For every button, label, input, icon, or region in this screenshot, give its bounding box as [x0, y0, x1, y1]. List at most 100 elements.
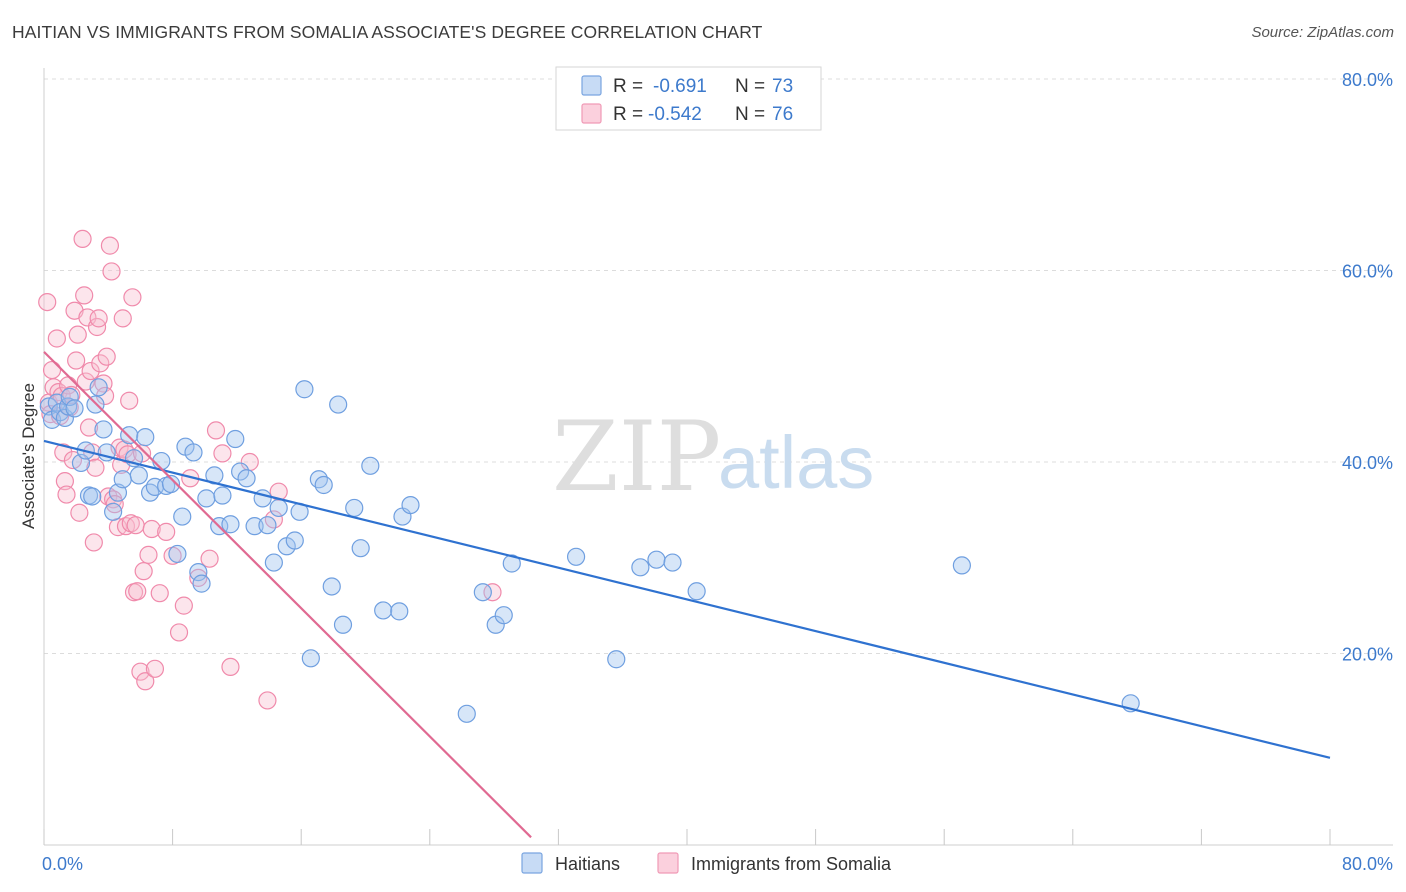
somalia-point-49 [123, 288, 142, 307]
legend-r-label-2: R = [613, 104, 643, 125]
somalia-point-10 [55, 472, 74, 491]
somalia-point-5 [47, 329, 66, 348]
grid-lines [44, 78, 1393, 654]
haitian-point-31 [184, 443, 203, 462]
y-tick-label-0: 20.0% [1342, 645, 1393, 665]
haitian-point-19 [120, 426, 139, 445]
haitian-point-44 [258, 516, 277, 535]
somalia-point-25 [81, 361, 100, 381]
somalia-point-74 [483, 583, 502, 602]
haitian-point-45 [264, 553, 283, 572]
haitian-point-27 [161, 474, 181, 494]
somalia-point-66 [189, 568, 208, 587]
haitian-point-72 [647, 550, 666, 569]
somalia-point-30 [89, 309, 108, 328]
somalia-point-27 [84, 533, 103, 552]
haitian-point-21 [129, 466, 148, 485]
haitian-point-71 [631, 558, 650, 577]
haitian-point-52 [309, 470, 328, 489]
somalia-point-51 [126, 516, 145, 535]
haitian-point-64 [457, 704, 476, 723]
haitian-point-11 [83, 487, 102, 506]
haitian-point-29 [173, 507, 192, 526]
legend-n-value-1: 73 [772, 76, 793, 97]
somalia-point-58 [142, 519, 161, 539]
legend-r-label-1: R = [613, 76, 643, 97]
somalia-point-53 [131, 662, 150, 681]
somalia-point-75 [213, 444, 232, 463]
somalia-points [38, 229, 502, 710]
somalia-point-71 [258, 691, 277, 710]
somalia-point-21 [75, 286, 94, 305]
haitian-point-39 [226, 429, 245, 449]
haitian-point-59 [361, 456, 380, 475]
haitian-point-75 [952, 556, 971, 575]
haitian-point-50 [295, 380, 314, 399]
somalia-point-0 [38, 292, 57, 312]
haitian-point-23 [140, 483, 160, 502]
chart-title: HAITIAN VS IMMIGRANTS FROM SOMALIA ASSOC… [12, 22, 763, 42]
haitian-points [39, 378, 1140, 723]
haitian-point-37 [213, 486, 232, 505]
haitian-point-51 [301, 649, 320, 668]
somalia-point-24 [79, 418, 99, 437]
somalia-point-52 [128, 582, 147, 601]
haitian-point-58 [351, 539, 370, 558]
haitian-point-22 [136, 428, 155, 447]
y-tick-labels: 20.0% 40.0% 60.0% 80.0% [1342, 70, 1393, 665]
haitian-point-53 [314, 475, 333, 495]
somalia-point-3 [42, 360, 62, 380]
watermark-atlas: atlas [718, 421, 874, 504]
somalia-point-37 [102, 262, 121, 281]
bottom-legend-label-somalia: Immigrants from Somalia [691, 854, 892, 874]
somalia-point-39 [105, 495, 124, 514]
somalia-point-17 [67, 351, 86, 370]
haitian-point-69 [566, 547, 586, 566]
haitian-point-46 [269, 498, 288, 518]
haitian-point-67 [494, 606, 513, 625]
haitian-point-40 [231, 462, 250, 481]
x-tick-label-1: 80.0% [1342, 854, 1393, 874]
legend: R = -0.691 N = 73 R = -0.542 N = 76 [555, 66, 822, 131]
haitian-point-55 [329, 395, 348, 414]
somalia-point-19 [70, 503, 89, 522]
haitian-point-68 [502, 554, 521, 573]
bottom-legend-swatch-haitians [521, 852, 543, 874]
trend-line-0 [43, 439, 1331, 759]
somalia-point-59 [145, 659, 165, 678]
haitian-point-17 [108, 483, 128, 502]
haitian-point-32 [189, 563, 208, 582]
haitian-point-65 [473, 583, 492, 602]
haitian-point-63 [401, 495, 420, 515]
somalia-point-34 [97, 347, 116, 366]
legend-swatch-haitians [581, 75, 602, 96]
trend-lines [43, 351, 1331, 839]
x-tick-labels: 0.0% 80.0% [42, 854, 1393, 874]
haitian-point-70 [607, 650, 626, 669]
haitian-point-16 [104, 502, 123, 521]
haitian-point-4 [55, 408, 74, 428]
somalia-point-67 [200, 549, 219, 568]
somalia-point-18 [68, 325, 87, 344]
axes [43, 68, 1393, 846]
haitian-point-54 [322, 577, 341, 596]
chart-source: Source: ZipAtlas.com [1251, 24, 1394, 41]
x-tick-label-0: 0.0% [42, 854, 83, 874]
legend-swatch-somalia [581, 103, 602, 124]
somalia-point-9 [54, 443, 73, 462]
trend-line-1 [43, 351, 532, 839]
haitian-point-13 [89, 378, 108, 397]
somalia-point-60 [150, 584, 169, 603]
bottom-legend-label-haitians: Haitians [555, 854, 620, 874]
haitian-point-73 [663, 553, 682, 572]
haitian-point-38 [221, 515, 240, 534]
haitian-point-18 [113, 470, 132, 489]
y-axis-label: Associate's Degree [19, 383, 38, 529]
somalia-point-31 [91, 354, 110, 373]
bottom-legend-swatch-somalia [657, 852, 679, 874]
somalia-point-55 [134, 562, 153, 581]
haitian-point-61 [390, 602, 409, 621]
haitian-point-7 [65, 399, 84, 418]
haitian-point-57 [345, 498, 364, 518]
